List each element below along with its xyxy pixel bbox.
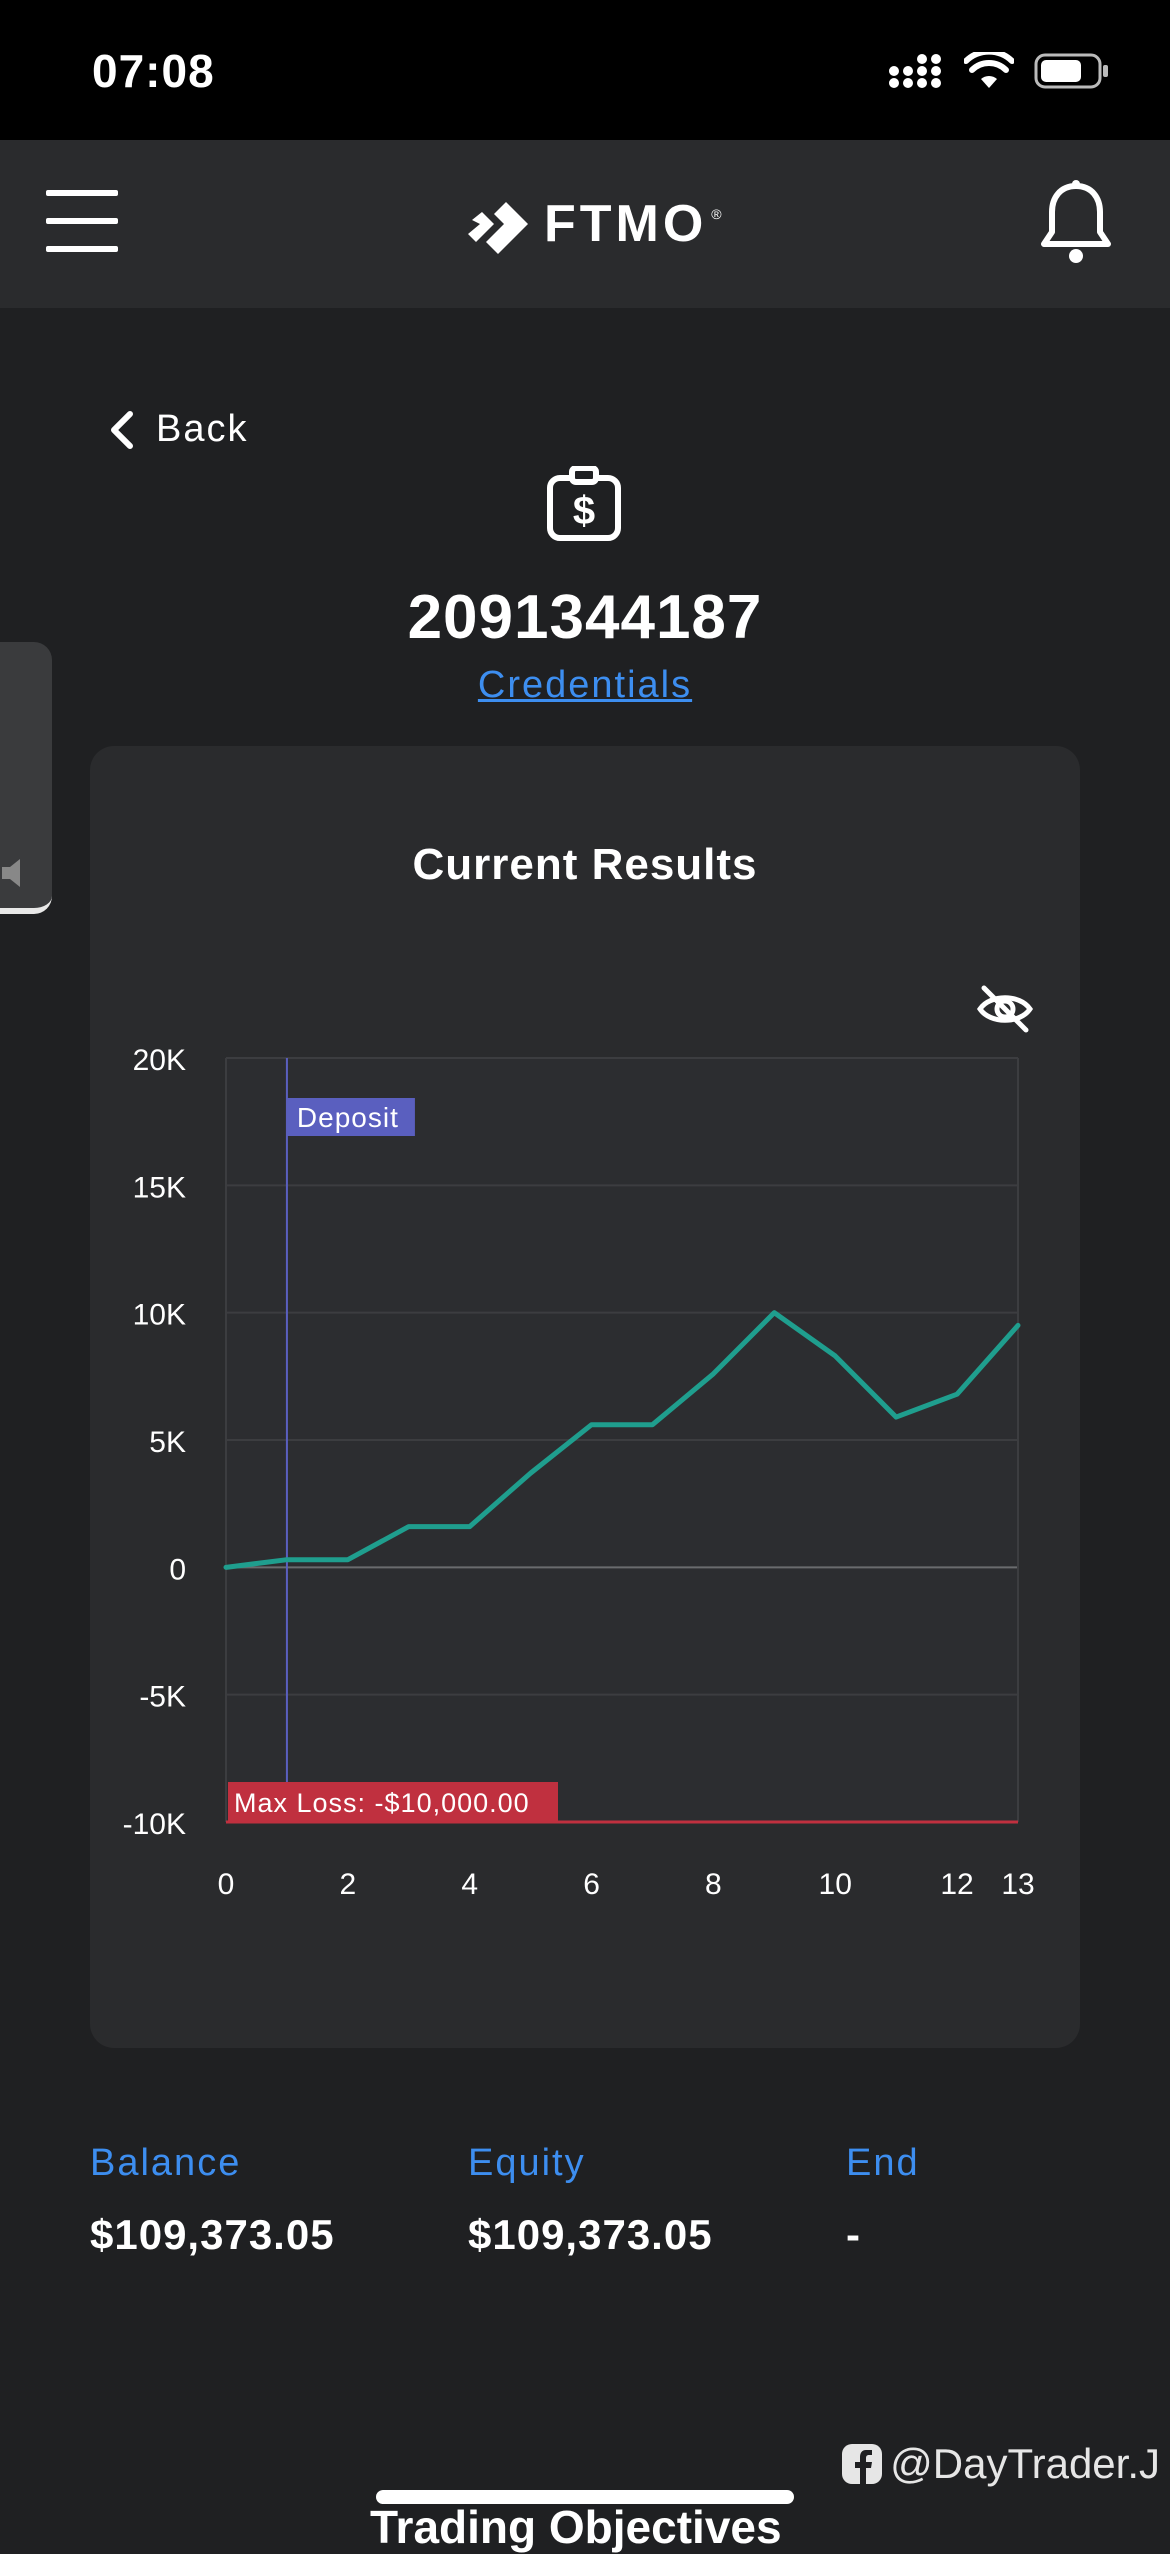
logo-registered-mark: ® <box>711 206 722 222</box>
ftmo-logo-icon <box>468 194 528 254</box>
hamburger-menu-icon[interactable] <box>44 184 120 260</box>
svg-text:$: $ <box>573 489 595 533</box>
x-tick-label: 10 <box>819 1868 852 1901</box>
facebook-icon <box>842 2444 883 2484</box>
end-stat: End - <box>846 2142 920 2259</box>
eye-off-icon[interactable] <box>976 984 1034 1034</box>
results-line-chart: 20K 15K 10K 5K 0 -5K -10K 0 2 4 6 8 10 12 13 Deposit Max… <box>123 1044 1035 1901</box>
home-indicator[interactable] <box>376 2490 794 2504</box>
deposit-label-box <box>286 1098 415 1136</box>
chevron-left-icon <box>111 410 133 449</box>
end-label: End <box>846 2142 920 2184</box>
x-tick-label: 13 <box>1001 1868 1034 1901</box>
wifi-icon <box>964 52 1014 88</box>
back-label: Back <box>156 408 249 450</box>
credentials-link[interactable]: Credentials <box>477 664 693 706</box>
equity-stat: Equity $109,373.05 <box>468 2142 713 2259</box>
y-tick-label: 20K <box>133 1044 186 1077</box>
y-tick-label: -10K <box>123 1808 186 1841</box>
y-tick-label: 0 <box>169 1553 186 1586</box>
status-icons <box>888 52 1110 90</box>
app-header: FTMO ® <box>0 140 1170 308</box>
notification-bell-icon[interactable] <box>1040 180 1112 264</box>
balance-label: Balance <box>90 2142 242 2184</box>
y-tick-label: 10K <box>133 1299 186 1332</box>
battery-icon <box>1034 53 1108 89</box>
ftmo-logo: FTMO ® <box>466 188 722 260</box>
back-link[interactable]: Back <box>108 408 248 451</box>
x-tick-label: 6 <box>583 1868 600 1901</box>
max-loss-label-box <box>228 1782 558 1822</box>
x-tick-label: 0 <box>218 1868 235 1901</box>
end-value: - <box>846 2211 861 2258</box>
y-tick-label: -5K <box>139 1681 186 1714</box>
current-results-card: Current Results 20K 15K 10K 5K 0 -5K -10K 0 2 4 6 8… <box>90 746 1080 2048</box>
account-dollar-icon: $ <box>547 466 621 541</box>
equity-value: $109,373.05 <box>468 2211 713 2258</box>
status-time: 07:08 <box>92 45 215 97</box>
watermark: @DayTrader.J <box>840 2440 1160 2488</box>
speaker-icon <box>2 859 20 887</box>
x-tick-label: 8 <box>705 1868 722 1901</box>
x-tick-label: 12 <box>940 1868 973 1901</box>
card-title: Current Results <box>412 840 758 889</box>
balance-stat: Balance $109,373.05 <box>90 2142 335 2259</box>
equity-label: Equity <box>468 2142 586 2184</box>
cellular-signal-icon <box>889 54 941 88</box>
side-drawer-handle[interactable] <box>0 642 52 914</box>
x-tick-label: 4 <box>461 1868 478 1901</box>
deposit-label: Deposit <box>297 1102 399 1133</box>
y-tick-label: 15K <box>133 1171 186 1204</box>
account-number: 2091344187 <box>407 583 763 652</box>
status-bar: 07:08 <box>0 0 1170 140</box>
equity-series-line <box>223 1310 1021 1570</box>
y-tick-label: 5K <box>149 1426 186 1459</box>
logo-text: FTMO <box>544 195 708 253</box>
max-loss-label: Max Loss: -$10,000.00 <box>234 1788 530 1818</box>
x-tick-label: 2 <box>340 1868 357 1901</box>
balance-value: $109,373.05 <box>90 2211 335 2258</box>
trading-objectives-heading: Trading Objectives <box>370 2501 782 2553</box>
watermark-text: @DayTrader.J <box>890 2440 1160 2487</box>
